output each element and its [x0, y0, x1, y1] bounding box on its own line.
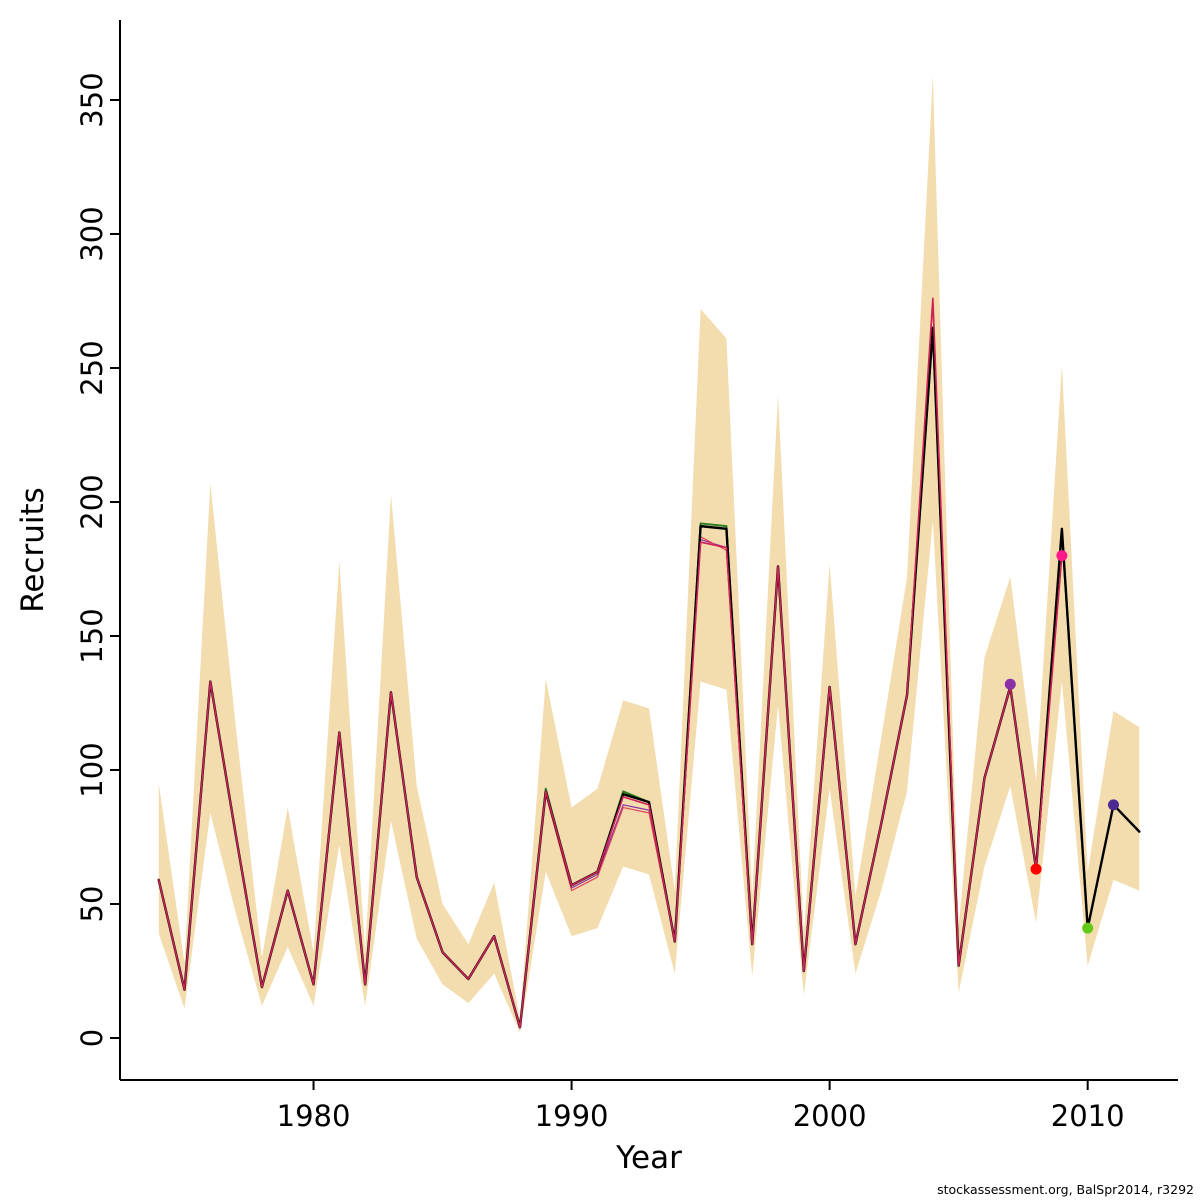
series-retro-peel-2009-crimson: [157, 297, 1063, 1029]
terminal-dot-2010: [1082, 922, 1094, 934]
y-tick-label-50: 50: [75, 886, 109, 923]
x-axis-title: Year: [616, 1140, 682, 1176]
confidence-band: [158, 75, 1140, 1033]
terminal-dot-2011: [1107, 799, 1119, 811]
terminal-dot-2007: [1004, 678, 1016, 690]
y-tick-label-300: 300: [75, 206, 109, 261]
y-tick-label-150: 150: [75, 608, 109, 663]
y-tick-label-0: 0: [75, 1029, 109, 1047]
x-tick-label-2000: 2000: [793, 1099, 867, 1133]
y-tick-label-250: 250: [75, 340, 109, 395]
x-tick-label-1990: 1990: [535, 1099, 609, 1133]
x-tick-label-2010: 2010: [1051, 1099, 1125, 1133]
y-axis-title: Recruits: [15, 487, 51, 613]
y-tick-label-350: 350: [75, 72, 109, 127]
y-tick-label-100: 100: [75, 742, 109, 797]
terminal-dot-2009: [1056, 550, 1068, 562]
y-tick-label-200: 200: [75, 474, 109, 529]
terminal-dot-2008: [1030, 863, 1042, 875]
x-tick-label-1980: 1980: [277, 1099, 351, 1133]
footer-credit: stockassessment.org, BalSpr2014, r3292: [937, 1182, 1194, 1197]
